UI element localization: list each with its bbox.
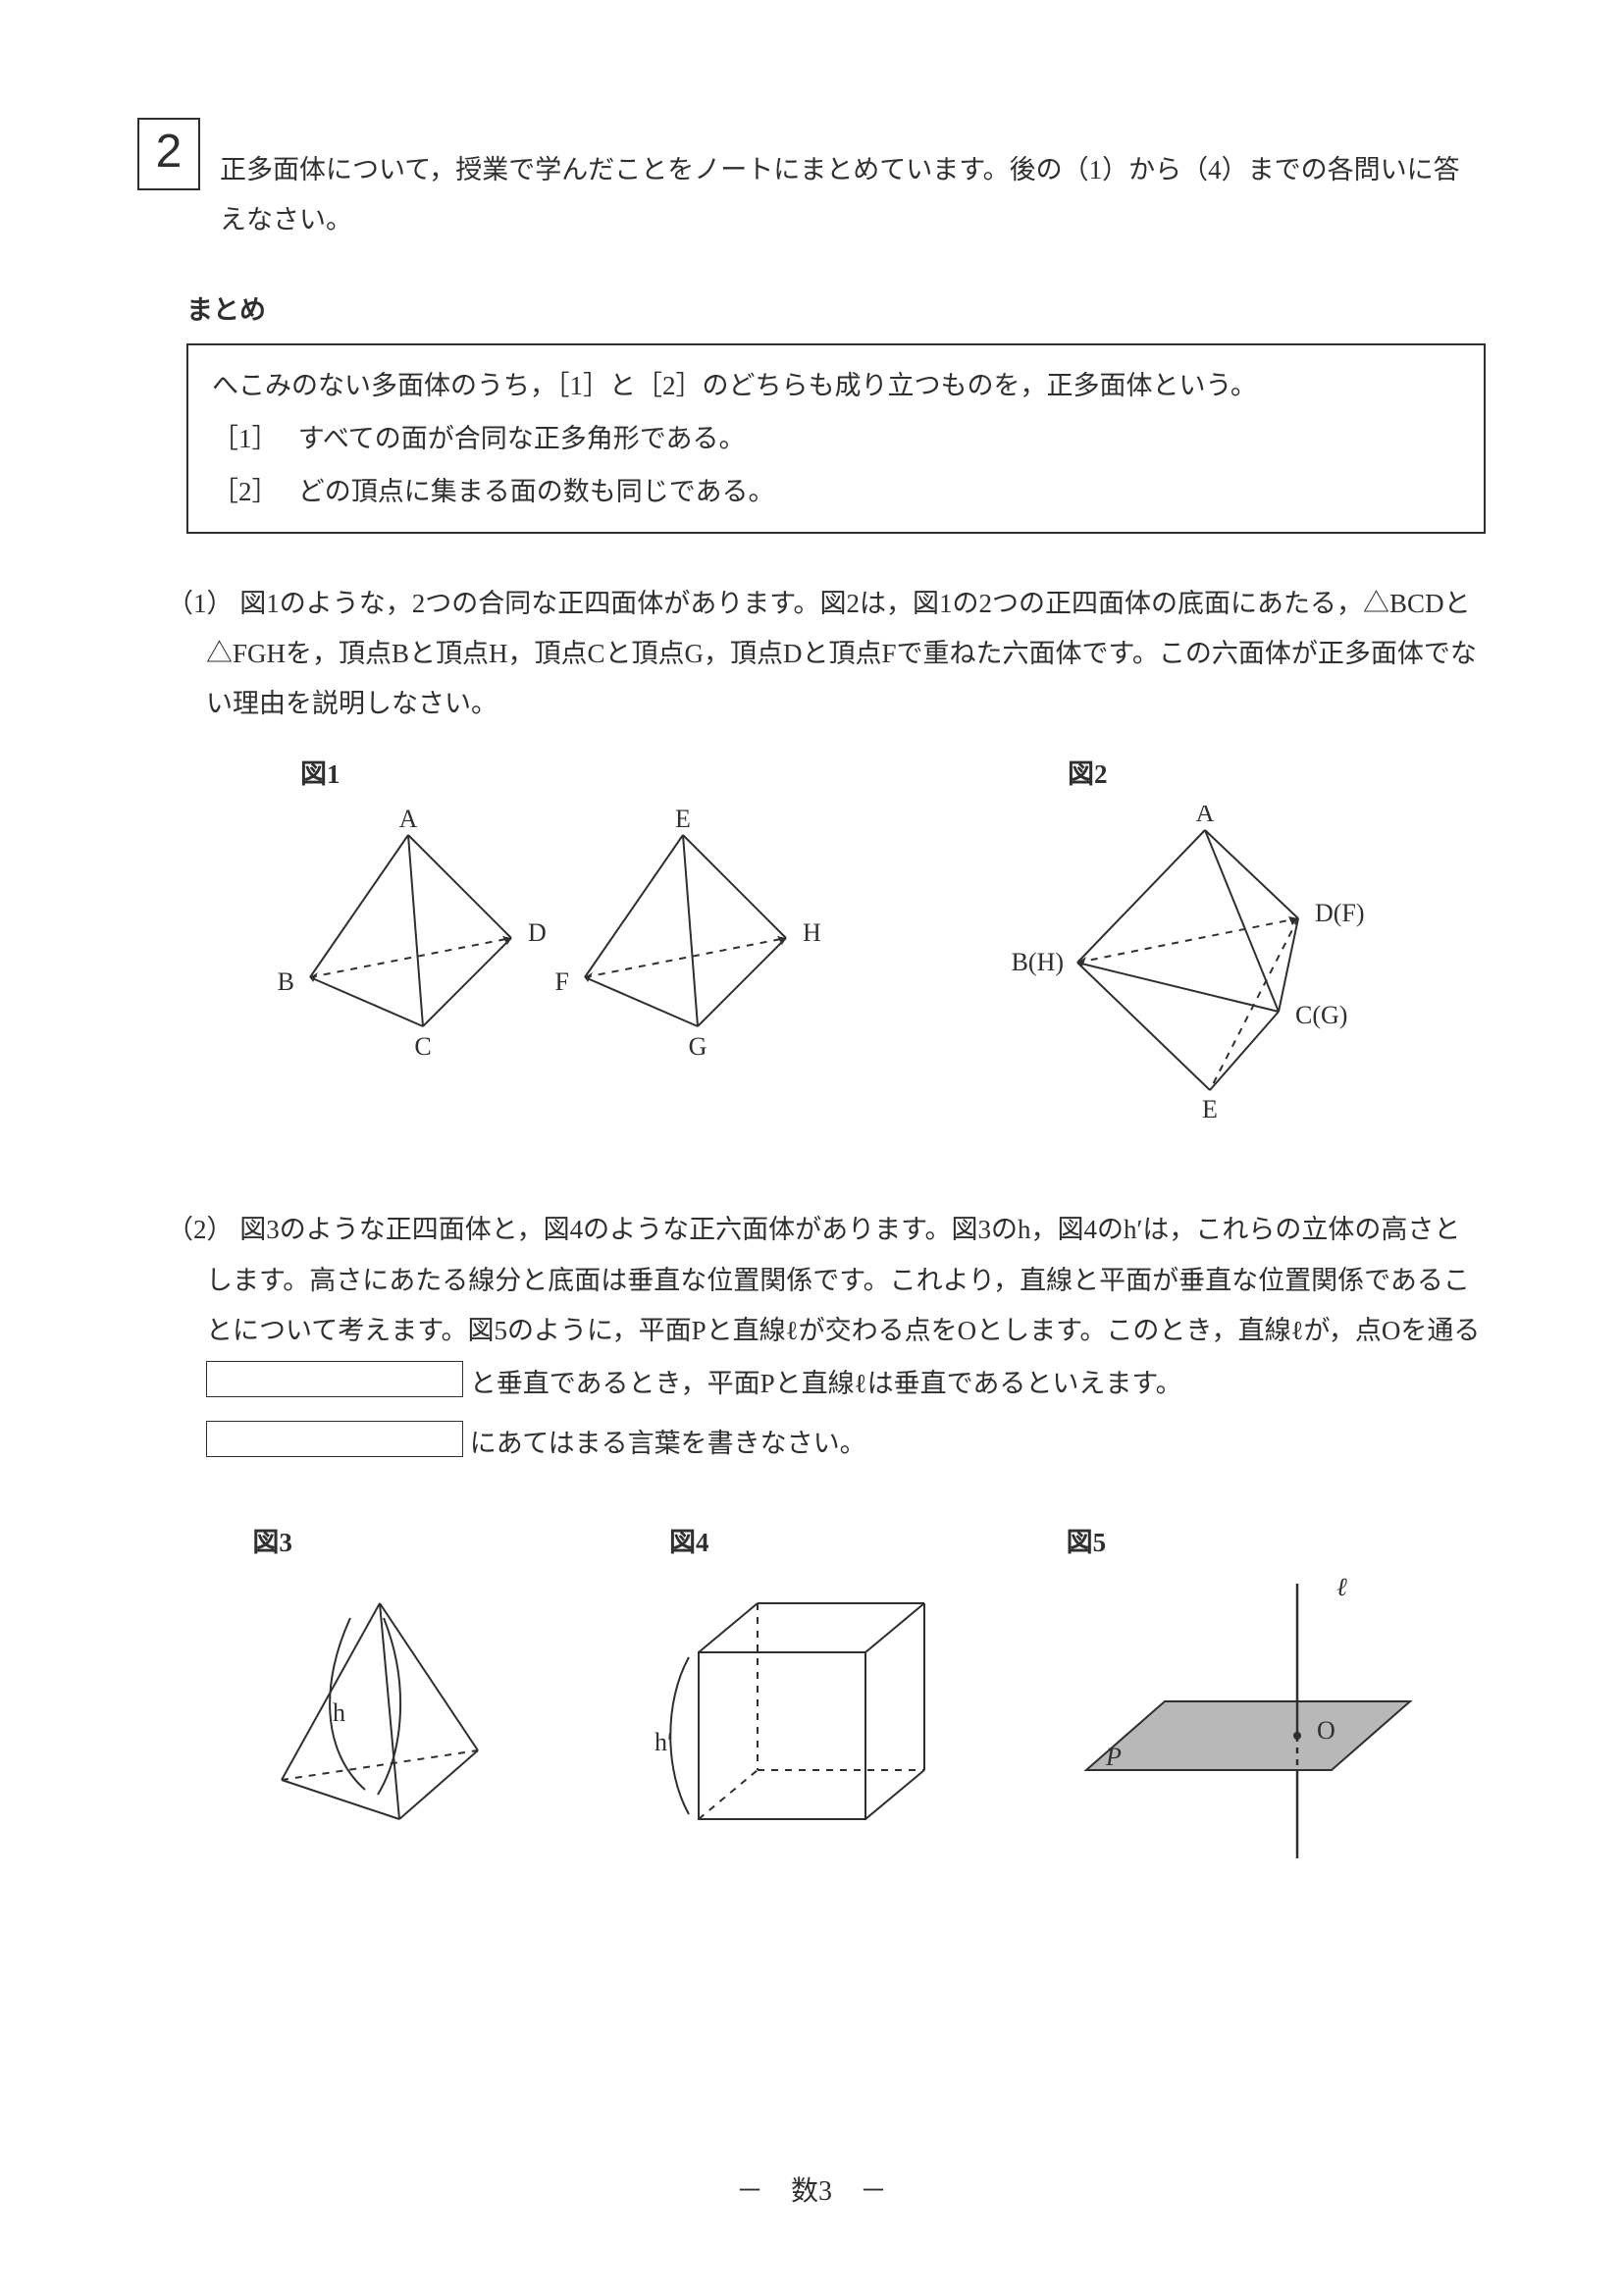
q2-label: （2） [167,1215,234,1244]
label-P: P [1105,1743,1122,1771]
label-D: D [528,918,547,947]
label-E: E [675,806,691,833]
fig1-svg: A B C D E F G H [271,806,820,1061]
summary-item1-text: すべての面が合同な正多角形である。 [298,424,746,453]
summary-title: まとめ [186,286,1486,336]
figure-4: 図4 h′ [610,1518,964,1866]
summary-item1-label: ［1］ [212,424,265,453]
fig5-svg: O ℓ P [1037,1574,1449,1868]
fig3-caption: 図3 [252,1518,537,1568]
label-A: A [399,806,418,833]
intro-text: 正多面体について，授業で学んだことをノートにまとめています。後の（1）から（4）… [220,118,1486,246]
figure-2: 図2 A [989,750,1401,1137]
summary-item-1: ［1］ すべての面が合同な正多角形である。 [212,412,1460,465]
fig3-svg: h [223,1574,537,1849]
answer-blank-2[interactable] [206,1421,463,1457]
q2-text-post: と垂直であるとき，平面Pと直線ℓは垂直であるといえます。 [470,1369,1182,1398]
label-G: G [689,1032,707,1061]
fig1-caption: 図1 [300,750,820,800]
label-hprime: h′ [654,1728,673,1756]
label-CG: C(G) [1295,1001,1347,1029]
figure-1: 図1 A B C D [271,750,820,1078]
label-l: ℓ [1336,1574,1347,1601]
fig5-caption: 図5 [1067,1518,1449,1568]
summary-lead: へこみのない多面体のうち，［1］と［2］のどちらも成り立つものを，正多面体という… [212,359,1460,412]
summary-box: へこみのない多面体のうち，［1］と［2］のどちらも成り立つものを，正多面体という… [186,343,1486,534]
problem-number: 2 [156,126,183,178]
label-A2: A [1196,806,1215,827]
figure-3: 図3 h [223,1518,537,1866]
label-DF: D(F) [1315,899,1365,927]
q2-instruction-row: にあてはまる言葉を書きなさい。 [206,1416,1486,1469]
figure-5: 図5 O ℓ P [1037,1518,1449,1886]
label-O: O [1317,1716,1335,1745]
problem-intro: 2 正多面体について，授業で学んだことをノートにまとめています。後の（1）から（… [137,118,1486,246]
fig4-caption: 図4 [669,1518,964,1568]
label-H: H [803,918,820,947]
summary-item2-label: ［2］ [212,477,265,506]
problem-number-box: 2 [137,118,200,190]
q2-text-pre: 図3のような正四面体と，図4のような正六面体があります。図3のh，図4のh′は，… [206,1215,1480,1345]
page-footer: － 数3 － [0,2166,1623,2218]
label-B: B [278,967,294,996]
label-E2: E [1202,1095,1218,1120]
question-1: （1） 図1のような，2つの合同な正四面体があります。図2は，図1の2つの正四面… [137,579,1486,730]
label-C: C [414,1032,431,1061]
fig4-svg: h′ [610,1574,964,1849]
q1-label: （1） [167,589,234,618]
summary-item2-text: どの頂点に集まる面の数も同じである。 [298,477,775,506]
question-2: （2） 図3のような正四面体と，図4のような正六面体があります。図3のh，図4の… [137,1205,1486,1409]
fig2-caption: 図2 [1068,750,1401,800]
figure-row-1: 図1 A B C D [186,750,1486,1137]
label-F: F [555,967,569,996]
fig2-svg: A B(H) D(F) C(G) E [989,806,1401,1120]
q1-text: 図1のような，2つの合同な正四面体があります。図2は，図1の2つの正四面体の底面… [206,589,1477,719]
figure-row-2: 図3 h 図4 [186,1518,1486,1886]
label-BH: B(H) [1012,948,1064,976]
answer-blank-inline[interactable] [206,1361,463,1397]
summary-item-2: ［2］ どの頂点に集まる面の数も同じである。 [212,465,1460,518]
label-h: h [333,1698,345,1727]
q2-instruction: にあてはまる言葉を書きなさい。 [470,1429,866,1458]
